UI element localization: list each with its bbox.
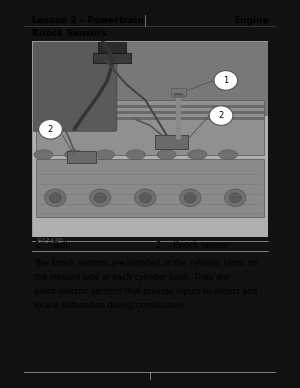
Bar [98, 41, 126, 57]
Bar [93, 53, 131, 63]
Ellipse shape [219, 150, 238, 159]
Circle shape [90, 189, 111, 206]
Circle shape [225, 189, 246, 206]
Bar [36, 100, 264, 155]
Bar [67, 151, 95, 163]
Text: piezo-electric sensors that provide inputs to detect and: piezo-electric sensors that provide inpu… [34, 287, 257, 296]
Ellipse shape [95, 150, 115, 159]
Circle shape [49, 193, 61, 203]
Bar [171, 88, 185, 96]
Ellipse shape [126, 150, 145, 159]
FancyBboxPatch shape [29, 39, 117, 131]
Circle shape [214, 71, 238, 90]
Circle shape [230, 193, 241, 203]
Text: Knock Sensors: Knock Sensors [32, 29, 106, 38]
Text: Lesson 2 – Powertrain: Lesson 2 – Powertrain [32, 16, 143, 25]
Circle shape [94, 193, 106, 203]
Circle shape [184, 193, 196, 203]
Text: Knock sensor: Knock sensor [173, 241, 229, 250]
Text: The knock sensors are installed in the cylinder block on: The knock sensors are installed in the c… [34, 259, 258, 268]
Text: Engine: Engine [234, 16, 268, 25]
Circle shape [209, 106, 233, 125]
Text: Bolt: Bolt [52, 241, 68, 250]
Text: locate detonation during combustion.: locate detonation during combustion. [34, 301, 186, 310]
Text: the inboard side of each cylinder bank. They are: the inboard side of each cylinder bank. … [34, 273, 229, 282]
Text: E43430: E43430 [37, 237, 64, 244]
Text: 2: 2 [218, 111, 224, 120]
Text: 1: 1 [34, 241, 39, 250]
Circle shape [180, 189, 201, 206]
Ellipse shape [188, 150, 207, 159]
Bar [32, 41, 268, 116]
Circle shape [45, 189, 66, 206]
Text: 2: 2 [48, 125, 53, 134]
Bar [155, 135, 188, 149]
Ellipse shape [65, 150, 84, 159]
Ellipse shape [34, 150, 53, 159]
Bar [36, 116, 264, 120]
Bar [36, 159, 264, 217]
Circle shape [139, 193, 151, 203]
Bar [36, 105, 264, 108]
Text: 1: 1 [223, 76, 228, 85]
Ellipse shape [157, 150, 176, 159]
Circle shape [39, 120, 62, 139]
Bar [36, 111, 264, 114]
Text: 2: 2 [155, 241, 160, 250]
Circle shape [135, 189, 156, 206]
